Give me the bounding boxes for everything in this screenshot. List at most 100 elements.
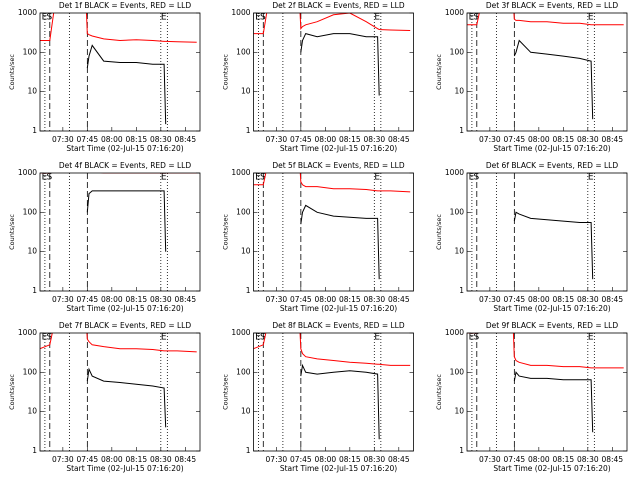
- annotation: E: [161, 13, 167, 23]
- series-line: [40, 13, 197, 43]
- plot-frame: [253, 12, 414, 132]
- x-tick-label: 07:30: [266, 455, 288, 464]
- y-axis-label: Counts/sec: [8, 54, 16, 90]
- panel: Det 8f BLACK = Events, RED = LLD Start Ti…: [222, 321, 414, 473]
- x-tick-label: 07:45: [504, 295, 526, 304]
- series-line: [513, 371, 594, 433]
- panel: Det 5f BLACK = Events, RED = LLD Start Ti…: [222, 161, 414, 313]
- x-axis-label: Start Time (02-Jul-15 07:16:20): [66, 304, 183, 313]
- annotation: E: [255, 173, 261, 183]
- x-tick-label: 07:30: [479, 455, 501, 464]
- y-tick-label: 1000: [231, 168, 250, 177]
- y-tick-label: 1000: [18, 328, 37, 337]
- series-line: [86, 190, 167, 252]
- x-tick-label: 07:45: [77, 135, 99, 144]
- series-line: [86, 367, 167, 428]
- annotation: E: [255, 13, 261, 23]
- x-tick-label: 08:15: [126, 295, 148, 304]
- y-tick-label: 1000: [18, 168, 37, 177]
- x-axis-label: Start Time (02-Jul-15 07:16:20): [493, 304, 610, 313]
- x-axis-label: Start Time (02-Jul-15 07:16:20): [280, 144, 397, 153]
- panel: Det 6f BLACK = Events, RED = LLD Start Ti…: [435, 161, 628, 313]
- annotation: E: [42, 13, 48, 23]
- annotation: E: [588, 333, 594, 343]
- x-tick-label: 07:30: [479, 135, 501, 144]
- annotation: E: [161, 333, 167, 343]
- annotation: S: [474, 13, 480, 23]
- panel: Det 1f BLACK = Events, RED = LLD Start Ti…: [8, 1, 201, 153]
- x-tick-label: 08:45: [174, 295, 196, 304]
- x-tick-label: 08:15: [553, 455, 575, 464]
- panel: Det 2f BLACK = Events, RED = LLD Start Ti…: [222, 1, 414, 153]
- x-tick-label: 07:30: [52, 135, 74, 144]
- x-tick-label: 08:15: [126, 135, 148, 144]
- x-tick-label: 08:30: [577, 295, 599, 304]
- plot-frame: [39, 332, 201, 452]
- series-line: [467, 13, 624, 26]
- y-tick-label: 10: [241, 247, 251, 256]
- y-tick-label: 10: [454, 407, 464, 416]
- y-tick-label: 100: [450, 207, 465, 216]
- series-line: [300, 363, 380, 440]
- y-tick-label: 10: [241, 87, 251, 96]
- x-tick-label: 08:30: [577, 455, 599, 464]
- y-tick-label: 1: [459, 126, 464, 135]
- series-line: [300, 204, 380, 280]
- x-tick-label: 08:30: [364, 455, 386, 464]
- x-tick-label: 08:45: [388, 135, 410, 144]
- x-tick-label: 08:45: [601, 295, 623, 304]
- x-tick-label: 08:45: [388, 295, 410, 304]
- series-line: [253, 13, 411, 35]
- plot-frame: [39, 172, 201, 292]
- x-tick-label: 08:15: [126, 455, 148, 464]
- series-line: [86, 44, 167, 125]
- annotation: S: [260, 13, 266, 23]
- x-tick-label: 08:30: [150, 455, 172, 464]
- x-axis-label: Start Time (02-Jul-15 07:16:20): [66, 144, 183, 153]
- y-tick-label: 1: [246, 286, 251, 295]
- x-tick-label: 08:30: [364, 295, 386, 304]
- x-tick-label: 08:30: [364, 135, 386, 144]
- annotation: S: [47, 333, 53, 343]
- x-tick-label: 07:45: [504, 135, 526, 144]
- annotation: S: [474, 333, 480, 343]
- x-tick-label: 08:00: [528, 455, 550, 464]
- x-tick-label: 07:45: [77, 455, 99, 464]
- annotation: E: [42, 333, 48, 343]
- y-axis-label: Counts/sec: [8, 374, 16, 410]
- y-tick-label: 100: [23, 207, 38, 216]
- chart-title: Det 1f BLACK = Events, RED = LLD: [59, 1, 192, 10]
- annotation: E: [469, 333, 475, 343]
- y-tick-label: 1000: [231, 8, 250, 17]
- y-tick-label: 1: [32, 446, 37, 455]
- series-line: [513, 211, 594, 280]
- x-tick-label: 08:45: [601, 455, 623, 464]
- y-tick-label: 1: [32, 126, 37, 135]
- y-tick-label: 100: [23, 367, 38, 376]
- x-tick-label: 08:15: [339, 295, 361, 304]
- x-tick-label: 07:45: [77, 295, 99, 304]
- plot-frame: [253, 332, 414, 452]
- y-tick-label: 100: [236, 207, 251, 216]
- series-line: [253, 333, 411, 366]
- annotation: E: [588, 13, 594, 23]
- y-axis-label: Counts/sec: [435, 54, 443, 90]
- y-tick-label: 100: [23, 47, 38, 56]
- y-tick-label: 1000: [445, 328, 464, 337]
- y-tick-label: 1000: [231, 328, 250, 337]
- x-tick-label: 08:15: [553, 135, 575, 144]
- chart-title: Det 2f BLACK = Events, RED = LLD: [272, 1, 405, 10]
- y-tick-label: 100: [450, 47, 465, 56]
- chart-title: Det 4f BLACK = Events, RED = LLD: [59, 161, 192, 170]
- y-tick-label: 10: [27, 247, 37, 256]
- x-tick-label: 08:45: [174, 455, 196, 464]
- y-tick-label: 10: [27, 407, 37, 416]
- annotation: E: [161, 173, 167, 183]
- chart-title: Det 6f BLACK = Events, RED = LLD: [486, 161, 619, 170]
- x-tick-label: 07:45: [290, 135, 312, 144]
- x-axis-label: Start Time (02-Jul-15 07:16:20): [66, 464, 183, 473]
- x-tick-label: 08:30: [150, 135, 172, 144]
- y-axis-label: Counts/sec: [222, 214, 230, 250]
- x-axis-label: Start Time (02-Jul-15 07:16:20): [280, 464, 397, 473]
